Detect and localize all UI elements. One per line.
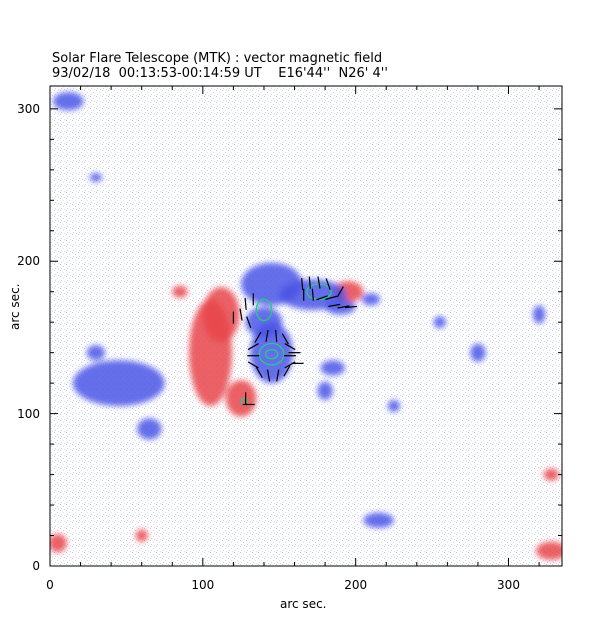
field-vector bbox=[325, 278, 331, 290]
field-vector bbox=[311, 288, 314, 301]
field-vector bbox=[283, 365, 291, 377]
plot-title: Solar Flare Telescope (MTK) : vector mag… bbox=[52, 51, 383, 66]
negative-field-region bbox=[317, 381, 333, 400]
x-axis-label: arc sec. bbox=[280, 597, 327, 611]
y-tick-label: 100 bbox=[17, 406, 40, 421]
negative-field-region bbox=[470, 343, 486, 362]
field-vector bbox=[325, 295, 338, 300]
field-contour bbox=[264, 348, 279, 360]
field-vector bbox=[345, 305, 358, 309]
field-vector bbox=[336, 286, 344, 298]
negative-field-region bbox=[89, 172, 102, 182]
field-vectors bbox=[232, 276, 358, 406]
positive-field-region bbox=[225, 380, 257, 417]
plot-frame bbox=[49, 85, 563, 567]
field-vector bbox=[276, 369, 280, 382]
y-tick-label: 300 bbox=[17, 101, 40, 116]
field-vector bbox=[247, 361, 259, 369]
x-tick-label: 300 bbox=[497, 578, 520, 592]
positive-field-region bbox=[135, 529, 148, 542]
plot-subtitle: 93/02/18 00:13:53-00:14:59 UT E16'44'' N… bbox=[52, 66, 388, 81]
field-vector bbox=[317, 276, 321, 289]
axis-ticks bbox=[49, 86, 562, 567]
field-vector bbox=[316, 295, 328, 301]
field-vector bbox=[244, 297, 247, 310]
y-tick-label: 200 bbox=[17, 254, 40, 269]
x-tick-label: 0 bbox=[46, 578, 54, 592]
negative-field-region bbox=[86, 345, 106, 361]
plot-area bbox=[50, 86, 562, 566]
field-vector bbox=[284, 343, 296, 351]
field-vector bbox=[247, 343, 259, 351]
field-contour bbox=[255, 298, 273, 322]
field-vector bbox=[254, 331, 262, 343]
positive-field-region bbox=[536, 541, 562, 560]
positive-field-region bbox=[172, 285, 188, 298]
positive-field-region bbox=[543, 468, 559, 481]
field-vector bbox=[337, 305, 350, 309]
y-axis-label: arc sec. bbox=[8, 283, 22, 330]
positive-field-region bbox=[202, 287, 240, 343]
negative-field-region bbox=[433, 316, 446, 329]
x-tick-label: 200 bbox=[344, 578, 368, 592]
field-vector bbox=[246, 316, 252, 329]
field-vector bbox=[301, 278, 304, 291]
field-vector bbox=[275, 329, 278, 342]
positive-field-region bbox=[50, 534, 67, 553]
negative-field-region bbox=[53, 92, 84, 111]
negative-field-region bbox=[320, 360, 345, 376]
field-vector bbox=[266, 369, 271, 382]
x-tick-label: 100 bbox=[191, 578, 215, 592]
field-vector bbox=[308, 276, 311, 289]
negative-field-region bbox=[532, 305, 546, 324]
negative-field-region bbox=[363, 512, 394, 528]
field-vector bbox=[255, 366, 263, 378]
negative-field-region bbox=[72, 360, 165, 406]
negative-field-region bbox=[361, 293, 381, 306]
field-vector bbox=[239, 308, 243, 321]
negative-field-region bbox=[250, 322, 294, 384]
field-vector bbox=[281, 333, 289, 345]
negative-field-region bbox=[137, 418, 162, 440]
field-vector bbox=[265, 329, 269, 342]
field-vector bbox=[328, 303, 341, 308]
negative-field-region bbox=[387, 399, 400, 413]
negative-field-region bbox=[245, 306, 283, 338]
noise-background bbox=[50, 86, 562, 566]
y-tick-label: 0 bbox=[32, 559, 40, 573]
field-contour bbox=[258, 342, 285, 366]
